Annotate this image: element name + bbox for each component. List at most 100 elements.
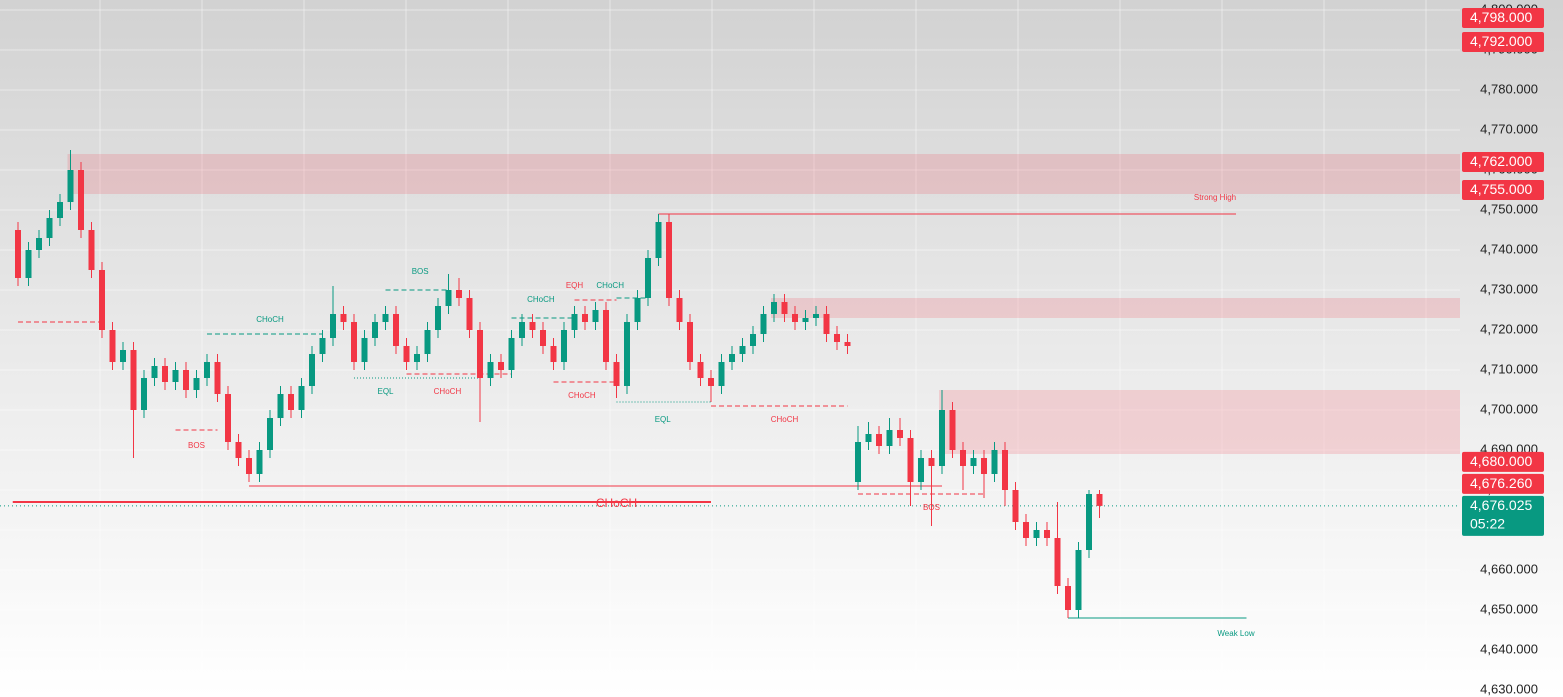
price-badge — [1462, 32, 1544, 52]
annotation: CHoCH — [596, 281, 624, 290]
candle-body — [204, 362, 210, 378]
candle-body — [57, 202, 63, 218]
candle-body — [991, 450, 998, 474]
candle-body — [424, 330, 431, 354]
zone — [939, 390, 1460, 454]
candle-body — [298, 386, 305, 410]
candle-body — [624, 322, 630, 386]
candle-body — [361, 338, 368, 362]
candle-body — [1065, 586, 1071, 610]
candle-body — [25, 250, 32, 278]
candle-body — [718, 362, 725, 386]
candle-body — [256, 450, 263, 474]
candle-body — [655, 222, 662, 258]
candle-body — [477, 330, 483, 378]
candle-body — [739, 346, 746, 354]
y-tick-label: 4,650.000 — [1480, 601, 1538, 616]
candle-body — [1012, 490, 1019, 522]
candle-body — [487, 362, 494, 378]
candle-body — [592, 310, 599, 322]
grid — [0, 0, 1460, 697]
candle-body — [456, 290, 462, 298]
countdown: 05:22 — [1470, 516, 1505, 532]
candle-body — [823, 314, 830, 334]
candle-body — [844, 342, 851, 346]
y-tick-label: 4,750.000 — [1480, 201, 1538, 216]
candle-body — [634, 298, 641, 322]
candle-body — [729, 354, 735, 362]
candle-body — [78, 170, 84, 230]
y-tick-label: 4,780.000 — [1480, 81, 1538, 96]
annotation: BOS — [412, 267, 429, 276]
y-tick-label: 4,630.000 — [1480, 681, 1538, 696]
candle-body — [897, 430, 903, 438]
candle-body — [949, 410, 956, 450]
candle-body — [1096, 494, 1103, 506]
candle-body — [498, 362, 504, 370]
y-tick-label: 4,730.000 — [1480, 281, 1538, 296]
candle-body — [529, 322, 536, 330]
candle-body — [571, 314, 578, 330]
candle-body — [886, 430, 893, 446]
candle-body — [1054, 538, 1061, 586]
candle-body — [162, 366, 168, 382]
candle-body — [519, 322, 525, 338]
candle-body — [928, 458, 935, 466]
candle-body — [960, 450, 966, 466]
price-badge — [1462, 152, 1544, 172]
annotation: Strong High — [1194, 193, 1236, 202]
price-badges: 4,676.025 05:22 4,676.260 4,680.000 4,755.00… — [1462, 8, 1544, 536]
candle-body — [918, 458, 924, 482]
y-tick-label: 4,720.000 — [1480, 321, 1538, 336]
candle-body — [508, 338, 515, 370]
y-tick-label: 4,700.000 — [1480, 401, 1538, 416]
candle-body — [403, 346, 410, 362]
candle-body — [792, 314, 798, 322]
price-badge — [1462, 451, 1544, 472]
candle-body — [613, 362, 620, 386]
annotation: EQH — [566, 281, 584, 290]
price-badge — [1462, 495, 1544, 536]
annotation: CHoCH — [568, 391, 596, 400]
annotations: Strong High Weak Low CHoCH BOS CHoCH BOS EQL CH… — [188, 193, 1255, 638]
annotation: BOS — [923, 503, 940, 512]
zones — [67, 154, 1460, 454]
candle-body — [393, 314, 399, 346]
y-tick-label: 4,770.000 — [1480, 121, 1538, 136]
candle-body — [1033, 530, 1040, 538]
annotation: EQL — [655, 415, 672, 424]
candle-body — [1044, 530, 1050, 538]
candle-body — [435, 306, 441, 330]
candle-body — [813, 314, 819, 318]
candle-body — [771, 302, 777, 314]
candle-body — [939, 410, 945, 466]
candles — [15, 150, 1103, 618]
candle-body — [88, 230, 95, 270]
annotation: CHoCH — [771, 415, 799, 424]
y-tick-label: 4,640.000 — [1480, 641, 1538, 656]
candle-body — [109, 330, 116, 362]
candle-body — [1023, 522, 1029, 538]
candle-body — [603, 310, 609, 362]
annotation: CHoCH — [434, 387, 462, 396]
candle-body — [907, 438, 914, 482]
y-tick-label: 4,740.000 — [1480, 241, 1538, 256]
y-tick-label: 4,710.000 — [1480, 361, 1538, 376]
candle-body — [372, 322, 378, 338]
candle-body — [183, 370, 189, 390]
annotation: CHoCH — [596, 496, 637, 510]
annotation: CHoCH — [256, 315, 284, 324]
candle-body — [15, 230, 21, 278]
price-badge-label: 4,676.025 — [1470, 497, 1532, 513]
price-badge — [1462, 180, 1544, 200]
candle-body — [351, 322, 357, 362]
candle-body — [550, 346, 557, 362]
candle-body — [1002, 450, 1008, 490]
candle-body — [193, 378, 200, 390]
price-badge-label: 4,762.000 — [1470, 153, 1532, 169]
candle-body — [834, 334, 840, 342]
candle-body — [687, 322, 693, 362]
candle-body — [802, 318, 809, 322]
